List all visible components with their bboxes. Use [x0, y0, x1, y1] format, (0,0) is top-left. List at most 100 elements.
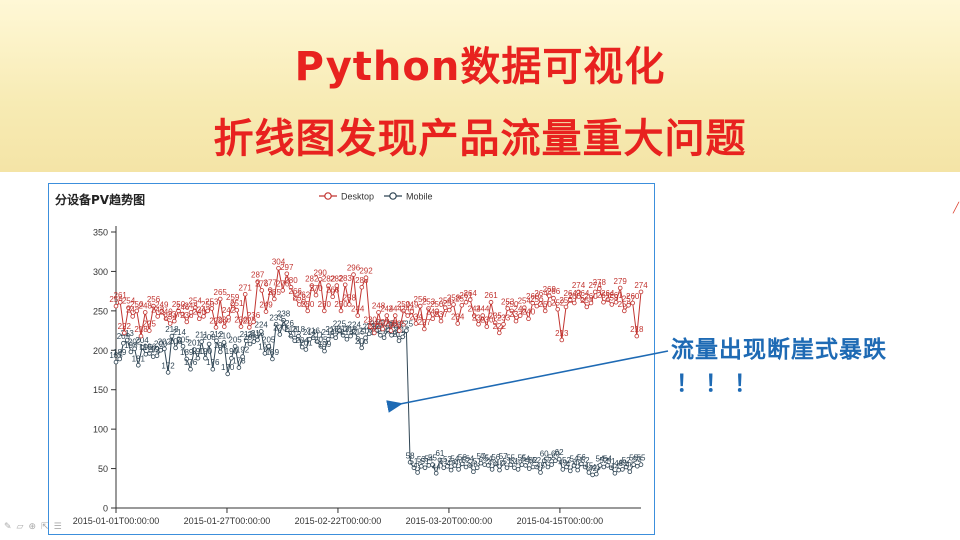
data-point-mobile	[411, 465, 417, 471]
data-point-mobile	[266, 344, 272, 349]
data-label-desktop: 261	[609, 291, 623, 300]
slide-subtitle: 折线图发现产品流量重大问题	[213, 116, 747, 162]
data-label-desktop: 257	[455, 294, 469, 303]
data-point-mobile	[489, 467, 495, 472]
data-point-desktop	[505, 306, 511, 311]
data-label-desktop: 244	[476, 305, 490, 314]
data-label-mobile: 215	[351, 328, 365, 337]
data-point-desktop	[367, 324, 373, 329]
presentation-toolbar[interactable]: ✎ ▱ ⊕ ⇱ ☰	[4, 522, 62, 532]
data-label-mobile: 201	[299, 339, 313, 348]
data-point-mobile	[240, 354, 245, 359]
data-point-desktop	[217, 296, 223, 302]
data-point-desktop	[276, 266, 281, 271]
data-point-desktop	[596, 286, 602, 292]
data-point-mobile	[430, 462, 435, 467]
data-label-mobile: 49	[558, 458, 567, 467]
data-point-desktop	[626, 303, 631, 308]
data-point-desktop	[309, 283, 315, 288]
data-point-mobile	[593, 471, 599, 477]
pen-icon[interactable]: ✎	[4, 522, 12, 532]
data-label-mobile: 49	[514, 458, 523, 467]
data-point-mobile	[508, 462, 514, 467]
line-chart: 0 50 100 150 200 250 300 350 2015-01-01T00:00:00…	[73, 192, 649, 527]
data-label-mobile: 201	[188, 339, 202, 348]
legend-marker	[324, 192, 332, 200]
data-point-desktop	[476, 322, 481, 327]
data-label-desktop: 297	[280, 263, 294, 272]
data-point-desktop	[292, 295, 298, 301]
data-label-desktop: 290	[314, 268, 328, 277]
data-point-mobile	[586, 470, 592, 475]
data-label-desktop: 261	[597, 291, 611, 300]
data-label-desktop: 251	[443, 299, 457, 308]
data-point-mobile	[463, 464, 469, 470]
data-label-mobile: 196	[258, 342, 272, 351]
data-label-mobile: 51	[503, 457, 512, 466]
data-point-desktop	[301, 299, 306, 304]
data-label-desktop: 260	[568, 292, 582, 301]
data-point-mobile	[199, 339, 204, 344]
data-point-mobile	[329, 333, 335, 339]
data-label-mobile: 204	[296, 336, 310, 345]
menu-icon[interactable]: ☰	[53, 522, 62, 532]
data-point-mobile	[218, 349, 223, 355]
data-label-mobile: 185	[109, 351, 123, 360]
data-point-desktop	[346, 302, 352, 307]
data-label-mobile: 52	[532, 456, 541, 465]
data-point-mobile	[184, 356, 190, 362]
data-label-desktop: 234	[164, 313, 178, 322]
data-label-desktop: 266	[289, 287, 303, 296]
data-point-mobile	[467, 463, 473, 468]
data-label-desktop: 276	[255, 279, 269, 288]
data-label-mobile: 56	[491, 453, 500, 462]
data-point-desktop	[530, 300, 536, 306]
data-label-mobile: 52	[599, 456, 608, 465]
data-label-mobile: 54	[465, 454, 474, 463]
data-label-desktop: 248	[184, 301, 198, 310]
data-point-mobile	[497, 467, 502, 473]
data-label-mobile: 208	[202, 333, 216, 342]
data-point-desktop	[117, 299, 123, 305]
data-label-desktop: 218	[630, 325, 644, 334]
data-label-mobile: 48	[495, 459, 504, 468]
data-label-desktop: 264	[564, 289, 578, 298]
data-label-desktop: 304	[272, 257, 286, 266]
data-point-mobile	[173, 345, 178, 351]
data-label-mobile: 170	[221, 363, 235, 372]
data-label-desktop: 225	[393, 320, 407, 329]
shape-icon[interactable]: ▱	[16, 522, 24, 532]
data-label-desktop: 229	[243, 316, 257, 325]
data-label-desktop: 250	[301, 300, 315, 309]
data-point-desktop	[376, 310, 381, 315]
pointer-icon[interactable]: ⇱	[41, 522, 49, 532]
data-point-desktop	[234, 307, 240, 313]
data-label-mobile: 218	[284, 325, 298, 334]
data-label-mobile: 55	[637, 454, 646, 463]
data-point-mobile	[601, 464, 607, 470]
data-point-desktop	[426, 306, 431, 311]
data-point-mobile	[132, 346, 137, 352]
data-label-mobile: 190	[199, 347, 213, 356]
data-label-mobile: 51	[421, 457, 430, 466]
data-label-desktop: 276	[276, 279, 290, 288]
data-label-mobile: 52	[543, 456, 552, 465]
data-label-mobile: 54	[596, 454, 605, 463]
data-point-desktop	[401, 308, 406, 314]
data-point-mobile	[154, 353, 160, 359]
data-point-desktop	[567, 297, 573, 303]
data-label-mobile: 224	[255, 320, 269, 329]
data-label-desktop: 257	[622, 294, 636, 303]
data-point-desktop	[630, 300, 635, 306]
zoom-icon[interactable]: ⊕	[28, 522, 37, 532]
data-label-desktop: 296	[347, 264, 361, 273]
data-point-desktop	[305, 308, 311, 314]
data-label-desktop: 213	[555, 329, 569, 338]
data-point-mobile	[597, 463, 603, 468]
data-point-mobile	[333, 335, 339, 341]
data-point-mobile	[188, 366, 193, 372]
data-label-mobile: 193	[150, 345, 164, 354]
data-point-desktop	[272, 296, 277, 302]
data-label-mobile: 51	[473, 457, 482, 466]
data-label-desktop: 222	[368, 322, 382, 331]
